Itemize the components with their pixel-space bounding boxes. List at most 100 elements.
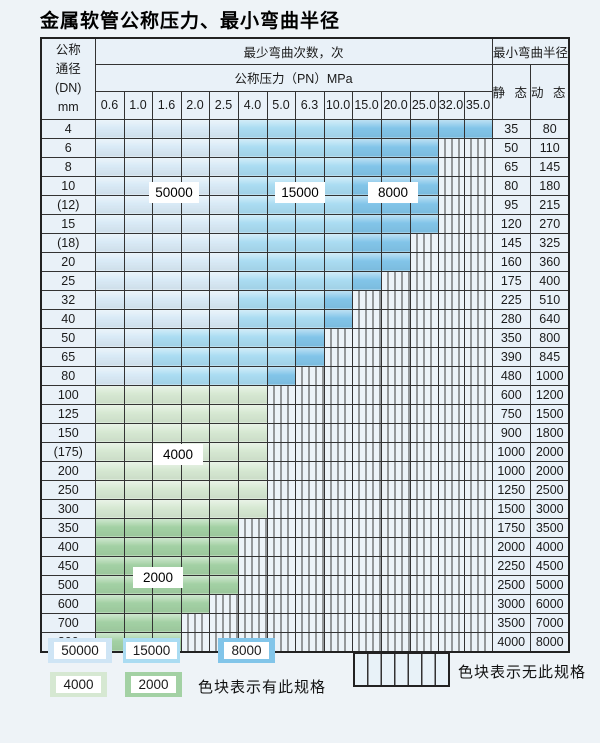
spec-cell — [94, 270, 125, 291]
table-row: 40 280 640 — [40, 308, 570, 329]
no-spec-cell — [294, 612, 325, 633]
pressure-col-header: 1.6 — [151, 90, 182, 120]
table-row: 4 35 80 — [40, 118, 570, 139]
spec-cell — [237, 137, 268, 158]
spec-cell — [266, 251, 296, 272]
no-spec-cell — [294, 631, 325, 652]
spec-cell — [151, 137, 182, 158]
spec-cell — [208, 156, 239, 177]
dn-label: 25 — [40, 270, 96, 291]
legend-swatch-2000: 2000 — [125, 672, 182, 697]
legend-swatch-50000: 50000 — [48, 638, 112, 663]
spec-cell — [123, 365, 153, 386]
no-spec-cell — [266, 574, 296, 595]
no-spec-cell — [380, 308, 411, 329]
no-spec-cell — [463, 384, 493, 405]
no-spec-cell — [463, 270, 493, 291]
spec-cell — [294, 289, 325, 310]
no-spec-cell — [437, 479, 465, 500]
no-spec-cell — [237, 536, 268, 557]
spec-cell — [208, 403, 239, 424]
no-spec-cell — [437, 327, 465, 348]
dynamic-radius-value: 8000 — [529, 631, 570, 652]
spec-cell — [237, 194, 268, 215]
spec-cell — [237, 346, 268, 367]
legend-swatch-15000: 15000 — [123, 638, 180, 663]
static-radius-value: 750 — [491, 403, 531, 424]
spec-cell — [123, 346, 153, 367]
spec-cell — [180, 365, 210, 386]
dynamic-radius-value: 2000 — [529, 441, 570, 462]
spec-cell — [123, 118, 153, 139]
spec-cell — [294, 327, 325, 348]
no-spec-cell — [409, 422, 439, 443]
spec-cell — [294, 137, 325, 158]
no-spec-cell — [437, 213, 465, 234]
spec-cell — [294, 156, 325, 177]
spec-cell — [237, 422, 268, 443]
no-spec-cell — [437, 137, 465, 158]
spec-cell — [94, 232, 125, 253]
legend-swatch-4000: 4000 — [50, 672, 107, 697]
pressure-col-header: 10.0 — [323, 90, 353, 120]
spec-cell — [123, 498, 153, 519]
no-spec-cell — [409, 517, 439, 538]
spec-cell — [351, 270, 382, 291]
dynamic-radius-value: 3500 — [529, 517, 570, 538]
dn-label: 32 — [40, 289, 96, 310]
table-row: 700 3500 7000 — [40, 612, 570, 633]
pressure-col-header: 4.0 — [237, 90, 268, 120]
no-spec-cell — [409, 555, 439, 576]
spec-cell — [266, 156, 296, 177]
spec-cell — [123, 403, 153, 424]
static-radius-value: 1750 — [491, 517, 531, 538]
no-spec-cell — [323, 555, 353, 576]
table-row: 450 2250 4500 — [40, 555, 570, 576]
spec-cell — [180, 289, 210, 310]
spec-cell — [123, 460, 153, 481]
spec-cell — [180, 384, 210, 405]
no-spec-cell — [463, 232, 493, 253]
spec-cell — [94, 194, 125, 215]
spec-cell — [94, 289, 125, 310]
spec-cell — [151, 289, 182, 310]
no-spec-cell — [351, 536, 382, 557]
spec-cell — [94, 251, 125, 272]
no-spec-cell — [463, 175, 493, 196]
static-radius-value: 175 — [491, 270, 531, 291]
no-spec-cell — [266, 517, 296, 538]
no-spec-cell — [437, 631, 465, 652]
no-spec-cell — [266, 555, 296, 576]
spec-cell — [208, 327, 239, 348]
region-label-4000: 4000 — [153, 444, 203, 465]
table-row: 25 175 400 — [40, 270, 570, 291]
no-spec-cell — [380, 460, 411, 481]
no-spec-cell — [351, 517, 382, 538]
no-spec-cell — [409, 384, 439, 405]
no-spec-cell — [323, 479, 353, 500]
no-spec-cell — [266, 479, 296, 500]
spec-cell — [208, 517, 239, 538]
spec-cell — [123, 441, 153, 462]
static-radius-value: 225 — [491, 289, 531, 310]
spec-cell — [323, 118, 353, 139]
no-spec-cell — [380, 441, 411, 462]
spec-cell — [180, 422, 210, 443]
static-radius-value: 1500 — [491, 498, 531, 519]
dn-label: 20 — [40, 251, 96, 272]
dynamic-radius-value: 2500 — [529, 479, 570, 500]
dn-label: 350 — [40, 517, 96, 538]
spec-cell — [180, 270, 210, 291]
no-spec-cell — [437, 555, 465, 576]
spec-cell — [94, 137, 125, 158]
spec-cell — [151, 517, 182, 538]
spec-cell — [180, 346, 210, 367]
table-row: 300 1500 3000 — [40, 498, 570, 519]
spec-cell — [123, 270, 153, 291]
spec-cell — [208, 422, 239, 443]
static-radius-value: 50 — [491, 137, 531, 158]
dn-label: 10 — [40, 175, 96, 196]
spec-cell — [323, 213, 353, 234]
spec-cell — [180, 517, 210, 538]
no-spec-cell — [409, 631, 439, 652]
